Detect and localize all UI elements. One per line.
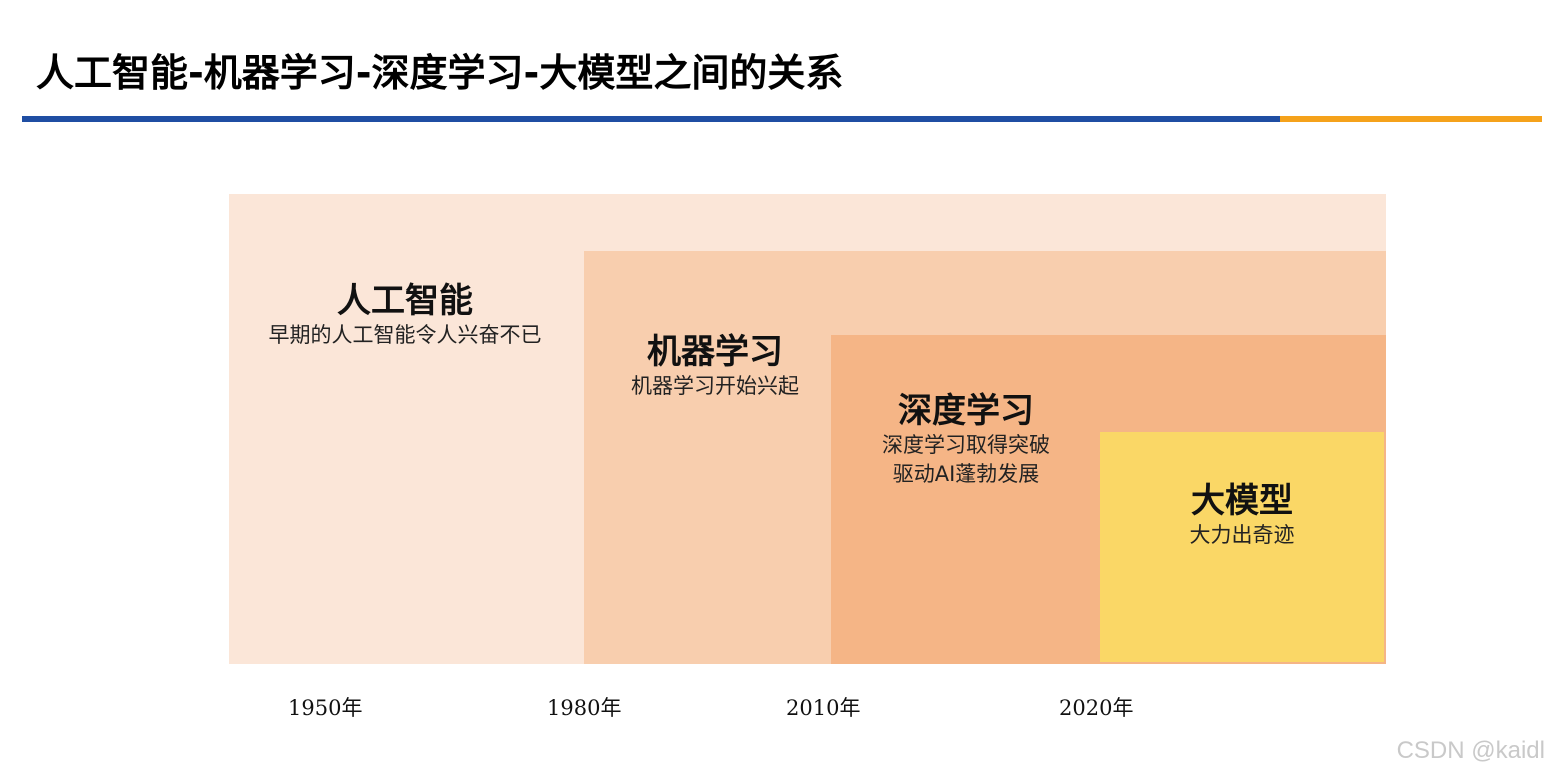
ml-layer-label: 机器学习 机器学习开始兴起 bbox=[600, 332, 830, 401]
page-title: 人工智能-机器学习-深度学习-大模型之间的关系 bbox=[36, 51, 844, 95]
title-rule-blue bbox=[22, 116, 1280, 122]
ml-layer-heading: 机器学习 bbox=[647, 332, 783, 372]
timeline-year: 2010年 bbox=[786, 696, 861, 720]
lm-layer-heading: 大模型 bbox=[1191, 481, 1293, 521]
lm-layer-box bbox=[1100, 432, 1384, 662]
ai-layer-heading: 人工智能 bbox=[337, 281, 473, 321]
timeline-year: 2020年 bbox=[1059, 696, 1134, 720]
title-rule-orange bbox=[1280, 116, 1542, 122]
lm-layer-desc: 大力出奇迹 bbox=[1189, 523, 1295, 548]
timeline-year: 1950年 bbox=[288, 696, 363, 720]
dl-layer-label: 深度学习 深度学习取得突破 驱动AI蓬勃发展 bbox=[846, 391, 1086, 490]
watermark: CSDN @kaidl bbox=[1396, 737, 1545, 764]
dl-layer-desc-line2: 驱动AI蓬勃发展 bbox=[892, 462, 1040, 487]
ml-layer-desc: 机器学习开始兴起 bbox=[631, 374, 799, 399]
timeline-year: 1980年 bbox=[547, 696, 622, 720]
lm-layer-label: 大模型 大力出奇迹 bbox=[1110, 481, 1374, 550]
ai-layer-label: 人工智能 早期的人工智能令人兴奋不已 bbox=[245, 281, 565, 350]
dl-layer-heading: 深度学习 bbox=[898, 391, 1034, 431]
dl-layer-desc-line1: 深度学习取得突破 bbox=[882, 433, 1050, 458]
ai-layer-desc: 早期的人工智能令人兴奋不已 bbox=[268, 323, 542, 348]
